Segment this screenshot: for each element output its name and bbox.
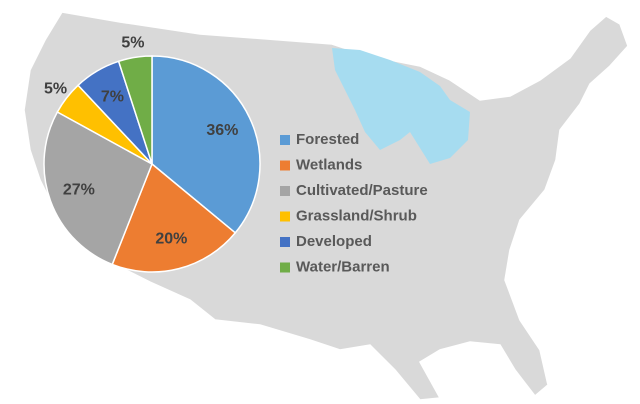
- pie: 36% 20% 27% 5% 7% 5%: [43, 35, 261, 273]
- legend-label: Developed: [296, 233, 372, 250]
- value-label: 7%: [101, 88, 124, 105]
- legend-swatch: [280, 186, 290, 196]
- legend-label: Wetlands: [296, 156, 362, 173]
- value-label: 20%: [155, 231, 187, 248]
- legend-swatch: [280, 262, 290, 273]
- value-label: 5%: [44, 80, 67, 97]
- legend-swatch: [280, 160, 290, 171]
- legend-swatch: [280, 135, 290, 145]
- value-label: 5%: [121, 35, 144, 52]
- pie-slice: [117, 55, 153, 165]
- great-lakes-region: [332, 48, 470, 164]
- legend-label: Forested: [296, 131, 359, 148]
- pie-slice: [43, 110, 153, 266]
- legend: Forested Wetlands Cultivated/Pasture Grassl…: [280, 131, 428, 275]
- value-label: 36%: [206, 122, 238, 139]
- value-label: 27%: [63, 182, 95, 199]
- pie-slice: [111, 162, 237, 273]
- legend-swatch: [280, 237, 290, 247]
- pie-slice: [151, 55, 261, 234]
- legend-label: Water/Barren: [296, 258, 390, 275]
- legend-swatch: [280, 211, 290, 222]
- legend-label: Grassland/Shrub: [296, 207, 417, 224]
- legend-label: Cultivated/Pasture: [296, 182, 428, 199]
